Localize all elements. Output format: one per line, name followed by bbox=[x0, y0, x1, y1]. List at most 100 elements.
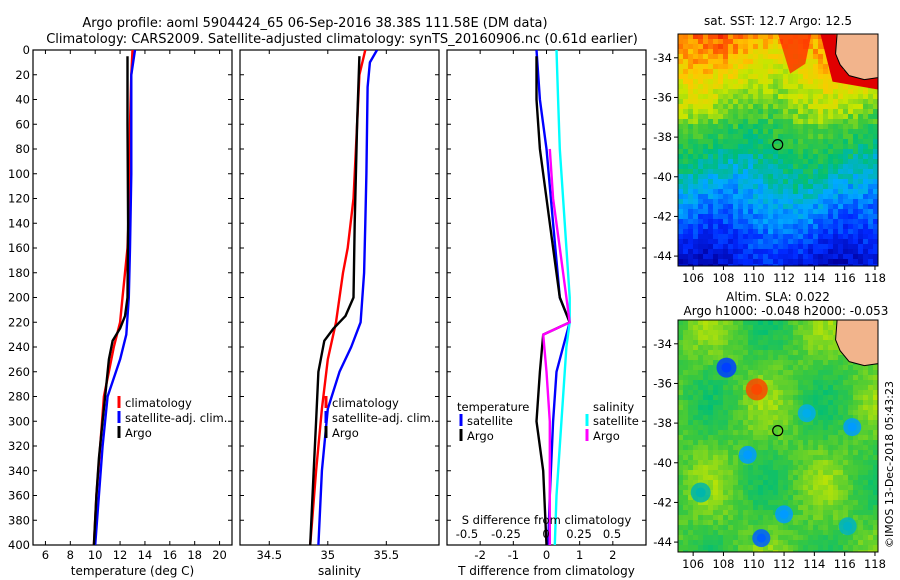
map-cell bbox=[768, 410, 774, 416]
map-cell bbox=[823, 410, 829, 416]
map-x-tick-label: 106 bbox=[682, 557, 704, 571]
map-cell bbox=[778, 149, 784, 155]
map-cell bbox=[723, 164, 729, 170]
map-cell bbox=[683, 44, 689, 50]
map-cell bbox=[748, 440, 754, 446]
map-cell bbox=[783, 174, 789, 180]
map-cell bbox=[853, 545, 859, 551]
map-cell bbox=[778, 84, 784, 90]
map-cell bbox=[713, 214, 719, 220]
map-cell bbox=[873, 450, 878, 456]
map-cell bbox=[763, 440, 769, 446]
map-cell bbox=[763, 74, 769, 80]
map-cell bbox=[853, 144, 859, 150]
map-cell bbox=[798, 89, 804, 95]
map-cell bbox=[838, 370, 844, 376]
map-cell bbox=[813, 375, 819, 381]
map-cell bbox=[708, 530, 714, 536]
map-cell bbox=[833, 109, 839, 115]
map-cell bbox=[768, 355, 774, 361]
map-cell bbox=[693, 390, 699, 396]
map-cell bbox=[843, 490, 849, 496]
map-cell bbox=[753, 49, 759, 55]
map-cell bbox=[858, 124, 864, 130]
map-cell bbox=[703, 505, 709, 511]
map-cell bbox=[763, 139, 769, 145]
map-cell bbox=[693, 425, 699, 431]
map-cell bbox=[808, 470, 814, 476]
map-cell bbox=[823, 525, 829, 531]
map-cell bbox=[853, 440, 859, 446]
map-cell bbox=[788, 159, 794, 165]
map-cell bbox=[788, 194, 794, 200]
map-cell bbox=[698, 44, 704, 50]
map-cell bbox=[798, 154, 804, 160]
map-cell bbox=[848, 184, 854, 190]
map-cell bbox=[828, 179, 834, 185]
map-cell bbox=[723, 415, 729, 421]
map-cell bbox=[753, 254, 759, 260]
map-cell bbox=[788, 154, 794, 160]
map-cell bbox=[683, 480, 689, 486]
map-cell bbox=[738, 340, 744, 346]
map-cell bbox=[703, 520, 709, 526]
map-cell bbox=[853, 134, 859, 140]
map-cell bbox=[828, 345, 834, 351]
map-cell bbox=[868, 490, 874, 496]
map-cell bbox=[868, 385, 874, 391]
map-cell bbox=[728, 159, 734, 165]
x-axis-label-differences: T difference from climatology bbox=[457, 564, 635, 578]
map-cell bbox=[858, 495, 864, 501]
map-cell bbox=[798, 224, 804, 230]
map-cell bbox=[803, 164, 809, 170]
map-cell bbox=[738, 49, 744, 55]
map-cell bbox=[788, 385, 794, 391]
map-cell bbox=[808, 199, 814, 205]
map-cell bbox=[833, 450, 839, 456]
map-cell bbox=[873, 174, 878, 180]
sla-eddy-core bbox=[743, 450, 753, 460]
map-cell bbox=[678, 525, 684, 531]
map-cell bbox=[693, 209, 699, 215]
map-cell bbox=[728, 49, 734, 55]
map-cell bbox=[748, 124, 754, 130]
map-cell bbox=[738, 154, 744, 160]
map-cell bbox=[683, 194, 689, 200]
map-cell bbox=[808, 385, 814, 391]
map-cell bbox=[793, 485, 799, 491]
map-cell bbox=[778, 264, 784, 266]
map-cell bbox=[833, 340, 839, 346]
y-tick-label: 180 bbox=[8, 266, 30, 280]
map-cell bbox=[703, 470, 709, 476]
map-cell bbox=[863, 264, 869, 266]
map-cell bbox=[698, 259, 704, 265]
map-cell bbox=[703, 144, 709, 150]
map-cell bbox=[868, 460, 874, 466]
map-cell bbox=[723, 259, 729, 265]
map-cell bbox=[698, 139, 704, 145]
map-cell bbox=[688, 134, 694, 140]
map-cell bbox=[688, 520, 694, 526]
x-axis-label-salinity: salinity bbox=[318, 564, 361, 578]
map-cell bbox=[818, 209, 824, 215]
map-cell bbox=[728, 94, 734, 100]
map-cell bbox=[783, 219, 789, 225]
map-cell bbox=[783, 330, 789, 336]
map-cell bbox=[738, 234, 744, 240]
map-cell bbox=[848, 385, 854, 391]
map-cell bbox=[783, 144, 789, 150]
map-cell bbox=[708, 184, 714, 190]
map-cell bbox=[828, 430, 834, 436]
map-cell bbox=[873, 169, 878, 175]
map-cell bbox=[863, 475, 869, 481]
map-cell bbox=[778, 345, 784, 351]
map-cell bbox=[718, 149, 724, 155]
map-x-tick-label: 118 bbox=[864, 557, 886, 571]
map-cell bbox=[708, 194, 714, 200]
map-cell bbox=[743, 540, 749, 546]
map-cell bbox=[698, 134, 704, 140]
map-cell bbox=[803, 440, 809, 446]
map-cell bbox=[858, 159, 864, 165]
map-cell bbox=[683, 234, 689, 240]
map-cell bbox=[818, 375, 824, 381]
